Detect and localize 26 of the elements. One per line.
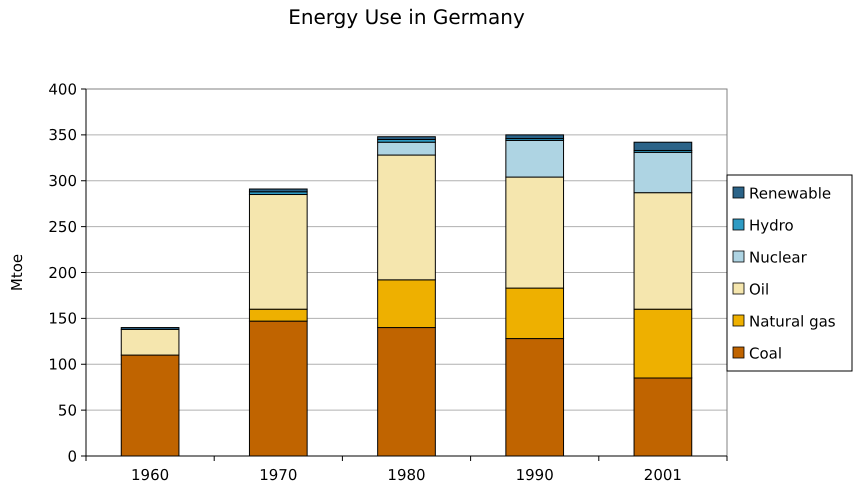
legend-label: Nuclear — [749, 248, 808, 266]
x-tick-label: 1990 — [516, 466, 554, 484]
y-axis-title: Mtoe — [8, 254, 26, 292]
y-tick-label: 250 — [48, 218, 77, 236]
y-tick-label: 50 — [58, 401, 77, 420]
bar — [634, 142, 692, 151]
bar — [377, 136, 436, 140]
legend-label: Coal — [749, 344, 782, 362]
y-tick-label: 200 — [48, 264, 77, 282]
legend-label: Natural gas — [749, 312, 836, 330]
y-tick-label: 400 — [48, 80, 77, 98]
y-tick-label: 0 — [67, 447, 77, 466]
bar — [505, 134, 564, 140]
legend-label: Renewable — [749, 184, 832, 202]
legend-label: Oil — [749, 280, 770, 298]
y-tick-label: 300 — [48, 172, 77, 190]
x-tick-label: 1970 — [259, 466, 298, 484]
x-tick-label: 2001 — [644, 466, 682, 484]
x-tick-label: 1960 — [131, 466, 170, 484]
legend-label: Hydro — [749, 216, 794, 234]
chart-title: Energy Use in Germany — [288, 5, 525, 29]
y-tick-label: 100 — [48, 356, 77, 374]
x-tick-label: 1980 — [387, 466, 426, 484]
y-tick-label: 150 — [48, 310, 77, 328]
bar — [248, 188, 308, 192]
y-tick-label: 350 — [48, 126, 77, 144]
